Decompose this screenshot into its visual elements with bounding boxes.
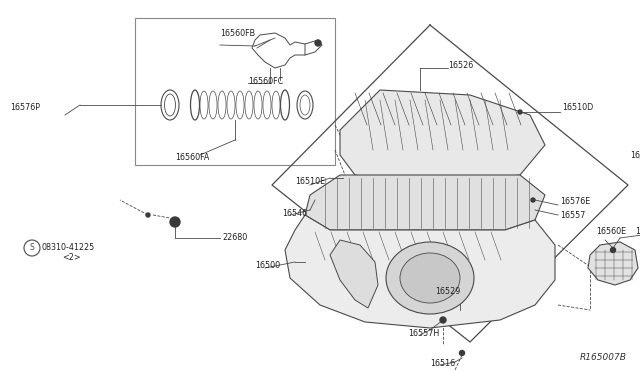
- Circle shape: [611, 247, 616, 253]
- Text: 16560E: 16560E: [596, 228, 626, 237]
- Ellipse shape: [300, 95, 310, 115]
- Text: 16529: 16529: [435, 288, 460, 296]
- Polygon shape: [330, 240, 378, 308]
- Ellipse shape: [209, 91, 217, 119]
- Polygon shape: [285, 215, 555, 328]
- Text: 16576E: 16576E: [560, 198, 590, 206]
- Circle shape: [460, 350, 465, 356]
- Polygon shape: [305, 40, 322, 55]
- Text: 16560FA: 16560FA: [175, 153, 209, 161]
- Circle shape: [315, 40, 321, 46]
- Ellipse shape: [297, 91, 313, 119]
- Ellipse shape: [218, 91, 226, 119]
- Ellipse shape: [161, 90, 179, 120]
- Ellipse shape: [191, 90, 200, 120]
- Ellipse shape: [200, 91, 208, 119]
- Text: <2>: <2>: [62, 253, 81, 263]
- Text: 16510D: 16510D: [562, 103, 593, 112]
- Polygon shape: [305, 175, 545, 230]
- Text: S: S: [29, 244, 35, 253]
- Polygon shape: [252, 33, 310, 68]
- Ellipse shape: [272, 91, 280, 119]
- Text: 08310-41225: 08310-41225: [42, 243, 95, 251]
- Text: 16516: 16516: [430, 359, 455, 368]
- Text: 16552: 16552: [630, 151, 640, 160]
- Ellipse shape: [227, 91, 235, 119]
- Circle shape: [146, 213, 150, 217]
- Text: 16554: 16554: [635, 228, 640, 237]
- Text: 16576P: 16576P: [10, 103, 40, 112]
- Text: 16557H: 16557H: [408, 328, 439, 337]
- Circle shape: [518, 110, 522, 114]
- Ellipse shape: [164, 94, 175, 116]
- Circle shape: [170, 217, 180, 227]
- Ellipse shape: [280, 90, 289, 120]
- Text: 16526: 16526: [448, 61, 473, 70]
- Ellipse shape: [281, 91, 289, 119]
- Text: 16500: 16500: [255, 260, 280, 269]
- Ellipse shape: [400, 253, 460, 303]
- Ellipse shape: [191, 91, 199, 119]
- Text: 22680: 22680: [222, 232, 247, 241]
- Polygon shape: [588, 242, 638, 285]
- Ellipse shape: [236, 91, 244, 119]
- Polygon shape: [340, 90, 545, 185]
- Circle shape: [440, 317, 446, 323]
- Text: 16546: 16546: [282, 208, 307, 218]
- Bar: [135, 18, 335, 165]
- Text: 16510E: 16510E: [295, 177, 325, 186]
- Circle shape: [531, 198, 535, 202]
- Ellipse shape: [245, 91, 253, 119]
- Text: 16560FC: 16560FC: [248, 77, 284, 87]
- Ellipse shape: [263, 91, 271, 119]
- Text: 16560FB: 16560FB: [220, 29, 255, 38]
- Text: R165007B: R165007B: [580, 353, 627, 362]
- Ellipse shape: [386, 242, 474, 314]
- Text: 16557: 16557: [560, 211, 586, 219]
- Ellipse shape: [254, 91, 262, 119]
